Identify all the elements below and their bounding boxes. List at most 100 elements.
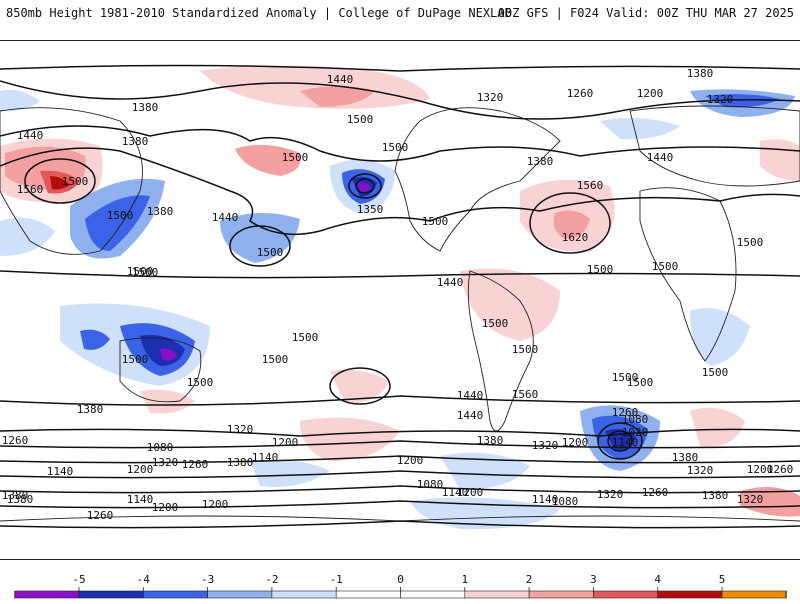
contour-label: 1440	[327, 73, 354, 86]
contour-label: 1080	[622, 413, 649, 426]
contour-label: 1140	[127, 493, 154, 506]
contour-label: 1200	[747, 463, 774, 476]
contour-line	[0, 501, 800, 508]
colorbar-bin	[529, 591, 593, 598]
positive-anomaly-region	[760, 139, 800, 181]
contour-label: 1200	[202, 498, 229, 511]
contour-label: 1440	[212, 211, 239, 224]
contour-label: 1200	[637, 87, 664, 100]
negative-anomaly-region	[600, 118, 680, 139]
contour-label: 1380	[477, 434, 504, 447]
colorbar-tick-label: -3	[201, 573, 214, 586]
colorbar-tick-label: -4	[137, 573, 151, 586]
contour-label: 1380	[227, 456, 254, 469]
contour-label: 1260	[182, 458, 209, 471]
contour-label: 1380	[527, 155, 554, 168]
colorbar-bin	[79, 591, 143, 598]
colorbar-tick-label: -5	[72, 573, 85, 586]
colorbar-tick-label: 0	[397, 573, 404, 586]
colorbar-bins	[15, 591, 787, 598]
contour-label: 1200	[152, 501, 179, 514]
contour-label: 1140	[252, 451, 279, 464]
colorbar-bin	[272, 591, 336, 598]
colorbar-bin	[465, 591, 529, 598]
contour-label: 1560	[17, 183, 44, 196]
colorbar-tick-label: 3	[590, 573, 597, 586]
contour-label: 1200	[562, 436, 589, 449]
contour-label: 1320	[687, 464, 714, 477]
contour-label: 1500	[132, 266, 159, 279]
colorbar: -5 -4 -3 -2 -1 0 1 2 3 4 5	[0, 568, 800, 600]
contour-label: 1380	[2, 489, 29, 502]
map-header: 850mb Height 1981-2010 Standardized Anom…	[0, 0, 800, 40]
contour-label: 1380	[132, 101, 159, 114]
contour-label: 1320	[227, 423, 254, 436]
contour-label: 1380	[702, 489, 729, 502]
contour-label: 1080	[552, 495, 579, 508]
contour-line	[0, 521, 800, 528]
contour-label: 1080	[147, 441, 174, 454]
contour-label: 1380	[672, 451, 699, 464]
contour-label: 1380	[122, 135, 149, 148]
colorbar-bin	[15, 591, 79, 598]
contour-label: 1500	[122, 353, 149, 366]
contour-label: 1500	[612, 371, 639, 384]
contour-label: 1440	[457, 389, 484, 402]
contour-line	[0, 396, 800, 405]
contour-label: 1320	[707, 93, 734, 106]
contour-label: 1440	[17, 129, 44, 142]
contour-label: 1500	[702, 366, 729, 379]
negative-anomaly-region	[690, 308, 750, 366]
contour-label: 1260	[642, 486, 669, 499]
contour-label: 1500	[652, 260, 679, 273]
colorbar-tick-label: -2	[265, 573, 278, 586]
contour-label: 1080	[417, 478, 444, 491]
contour-label: 1500	[292, 331, 319, 344]
contour-label: 1500	[347, 113, 374, 126]
contour-label: 1260	[2, 434, 29, 447]
contour-label: 1500	[282, 151, 309, 164]
colorbar-tick-label: 5	[719, 573, 726, 586]
contour-label: 1440	[647, 151, 674, 164]
contour-label: 1380	[147, 205, 174, 218]
contour-label: 1140	[612, 436, 639, 449]
contour-label: 1560	[512, 388, 539, 401]
map-title: 850mb Height 1981-2010 Standardized Anom…	[6, 6, 512, 20]
contour-line	[0, 429, 800, 436]
contour-label: 1200	[397, 454, 424, 467]
positive-anomaly-region	[690, 408, 745, 447]
contour-label: 1500	[482, 317, 509, 330]
contour-label: 1380	[687, 67, 714, 80]
contour-label: 1380	[77, 403, 104, 416]
contour-label: 1500	[512, 343, 539, 356]
contour-label: 1620	[562, 231, 589, 244]
model-run-info: 00Z GFS | F024 Valid: 00Z THU MAR 27 202…	[498, 6, 794, 20]
contour-label: 1260	[567, 87, 594, 100]
contour-label: 1500	[187, 376, 214, 389]
colorbar-tick-label: 4	[654, 573, 661, 586]
contour-label: 1350	[357, 203, 384, 216]
contour-line	[0, 441, 800, 448]
colorbar-bin	[208, 591, 272, 598]
contour-label: 1200	[127, 463, 154, 476]
contour-line	[0, 65, 800, 71]
colorbar-bin	[593, 591, 657, 598]
colorbar-bin	[401, 591, 465, 598]
positive-anomaly-region	[300, 418, 400, 461]
contour-label: 1200	[272, 436, 299, 449]
colorbar-tick-label: 2	[526, 573, 533, 586]
contour-label: 1440	[437, 276, 464, 289]
colorbar-tick-label: -1	[330, 573, 343, 586]
colorbar-tick-label: 1	[461, 573, 468, 586]
contour-label: 1320	[477, 91, 504, 104]
colorbar-bin	[722, 591, 786, 598]
colorbar-svg: -5 -4 -3 -2 -1 0 1 2 3 4 5	[0, 568, 800, 600]
contour-label: 1320	[737, 493, 764, 506]
colorbar-bin	[658, 591, 722, 598]
contour-label: 1560	[577, 179, 604, 192]
contour-line	[0, 486, 800, 493]
contour-label: 1320	[597, 488, 624, 501]
contour-label: 1320	[152, 456, 179, 469]
contour-label: 1500	[587, 263, 614, 276]
